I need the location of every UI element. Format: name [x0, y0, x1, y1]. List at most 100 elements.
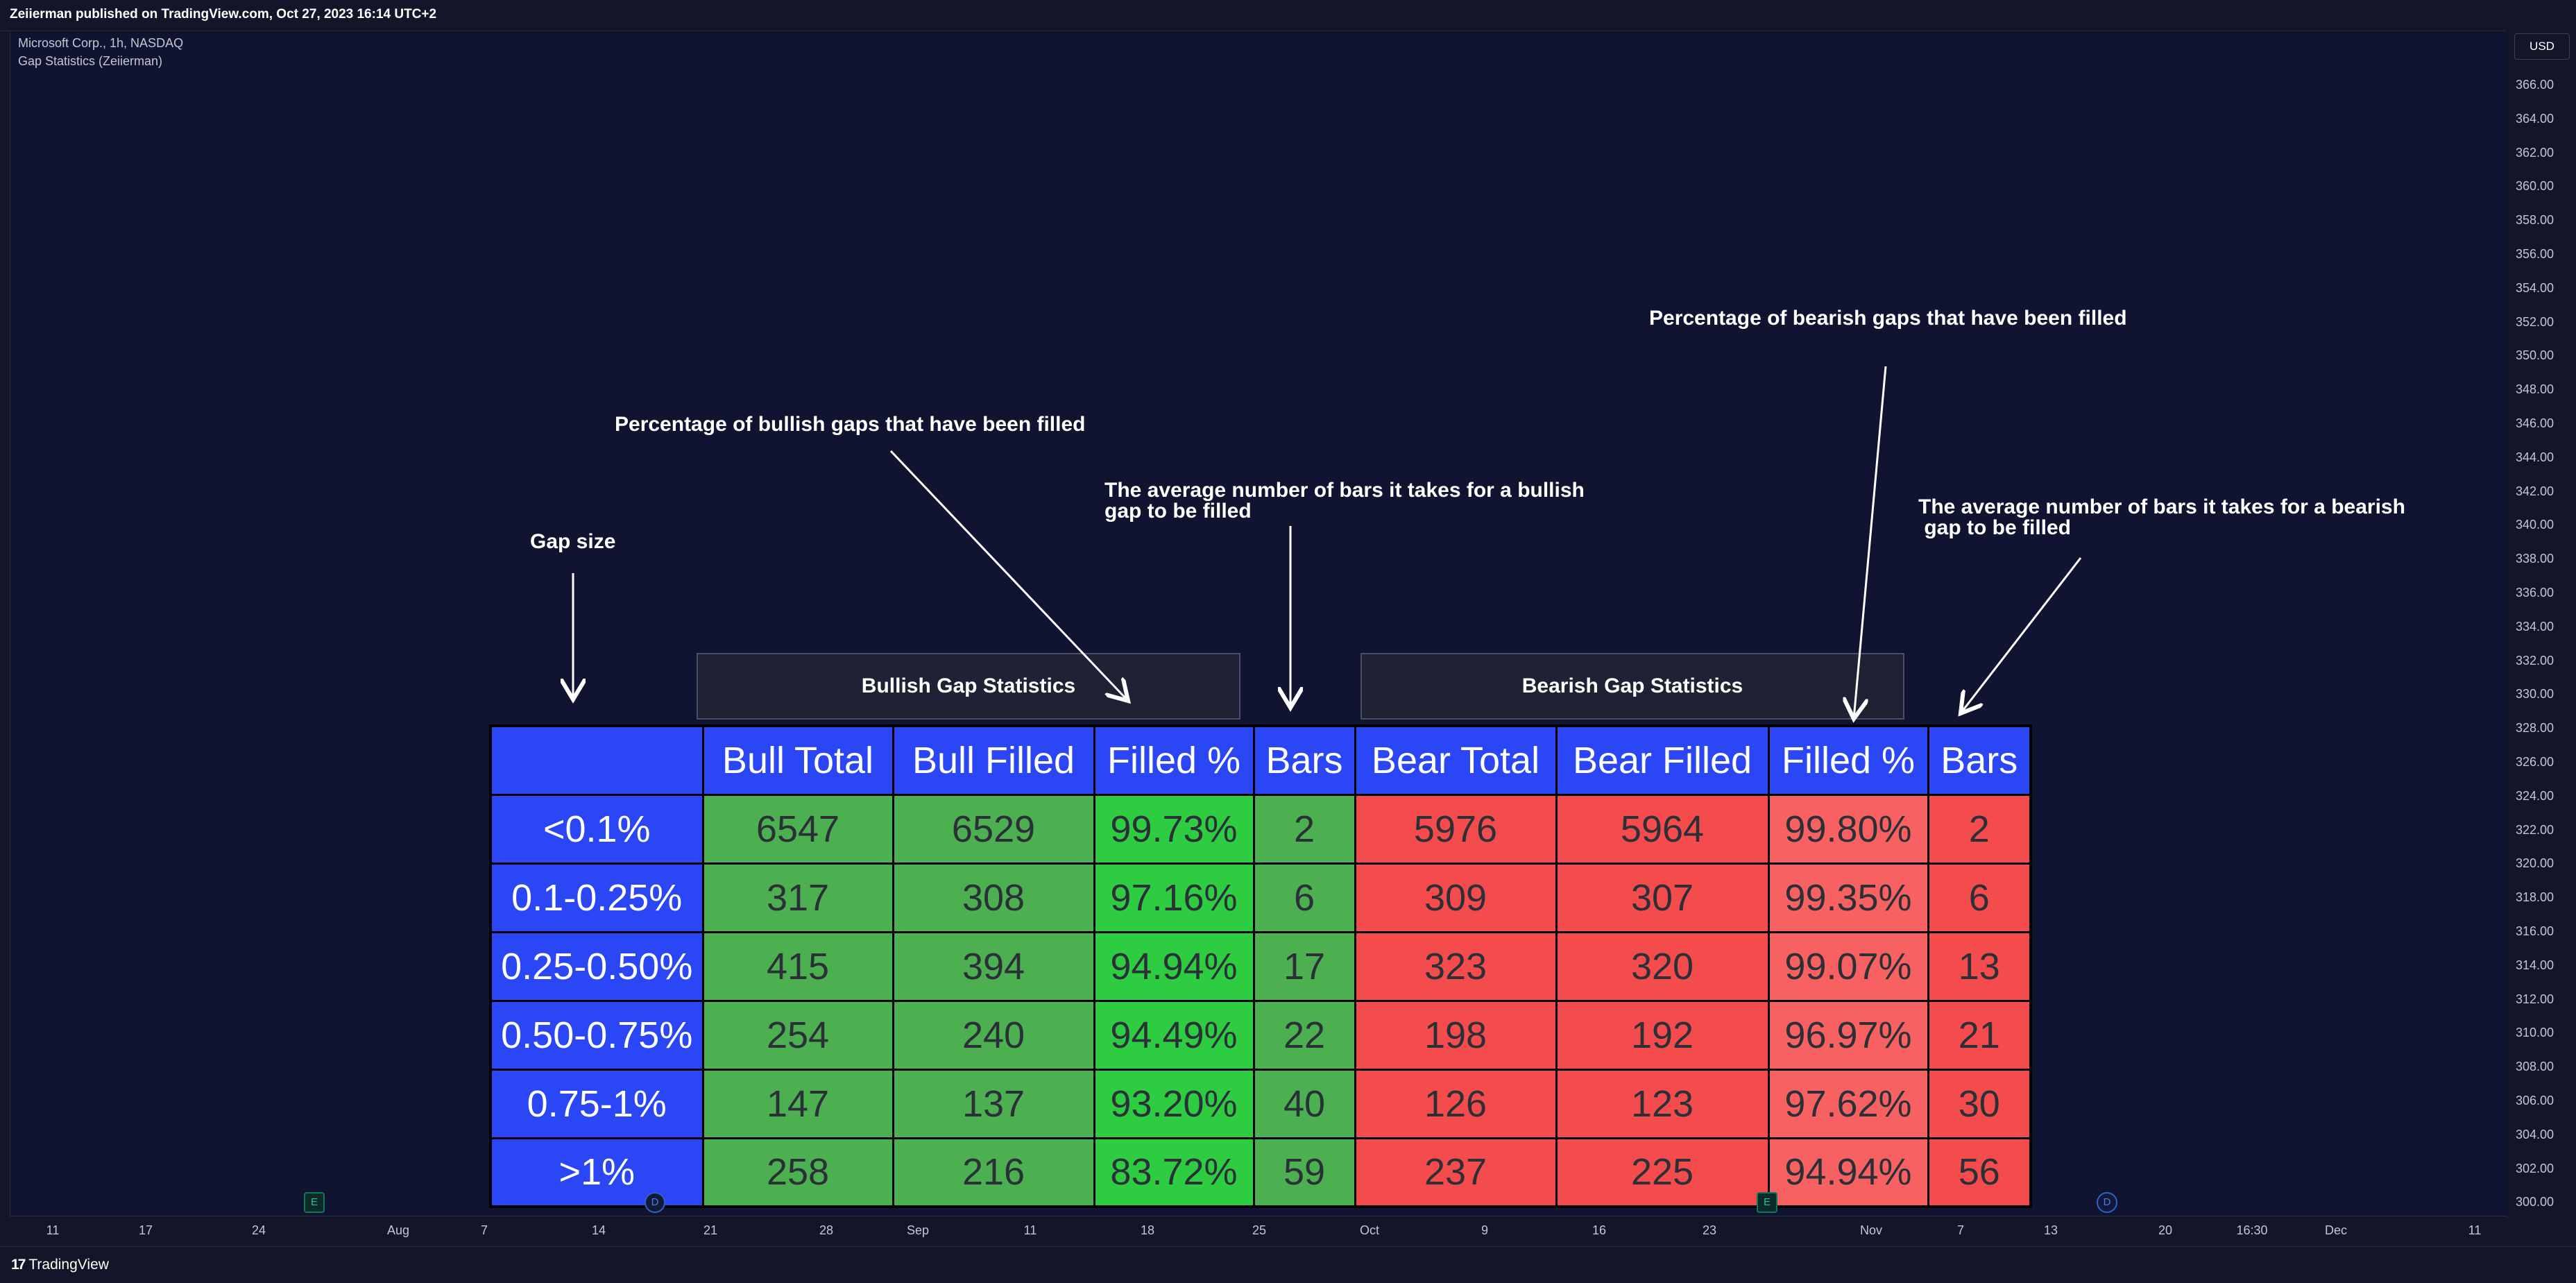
bull-total-cell: 258 — [701, 1137, 894, 1208]
price-tick: 304.00 — [2516, 1127, 2554, 1141]
bear-bars-cell: 56 — [1927, 1137, 2032, 1208]
price-tick: 360.00 — [2516, 179, 2554, 194]
price-tick: 340.00 — [2516, 518, 2554, 532]
price-tick: 324.00 — [2516, 788, 2554, 803]
arrow-bull-pct — [889, 450, 1128, 701]
bull-filled-pct-cell: 94.49% — [1093, 999, 1255, 1071]
price-tick: 314.00 — [2516, 958, 2554, 972]
bear-total-cell: 5976 — [1354, 793, 1558, 865]
tradingview-logo[interactable]: 17 TradingView — [11, 1257, 109, 1273]
bear-total-cell: 309 — [1354, 862, 1558, 933]
price-tick: 332.00 — [2516, 653, 2554, 668]
time-tick: Nov — [1859, 1223, 1883, 1237]
price-tick: 364.00 — [2516, 111, 2554, 126]
bear-filled-cell: 320 — [1555, 931, 1770, 1002]
bear-total-cell: 198 — [1354, 999, 1558, 1071]
bull-filled-cell: 308 — [892, 862, 1095, 933]
bull-total-cell: 254 — [701, 999, 894, 1071]
time-tick: 23 — [1702, 1223, 1717, 1237]
earnings-marker[interactable]: E — [304, 1192, 325, 1213]
time-tick: 20 — [2158, 1223, 2173, 1237]
header-bull-bars: Bars — [1252, 724, 1356, 796]
gap-statistics-table: Bull Total Bull Filled Filled % Bars Bear To… — [489, 724, 2032, 1208]
price-tick: 326.00 — [2516, 755, 2554, 769]
gap-size-cell: 0.75-1% — [489, 1068, 704, 1139]
price-tick: 354.00 — [2516, 280, 2554, 295]
bear-filled-pct-cell: 97.62% — [1767, 1068, 1929, 1139]
arrow-bear-pct — [1854, 366, 1887, 719]
price-tick: 310.00 — [2516, 1026, 2554, 1040]
bear-filled-pct-cell: 99.35% — [1767, 862, 1929, 933]
gap-size-cell: >1% — [489, 1137, 704, 1208]
header-bear-bars: Bars — [1927, 724, 2032, 796]
bull-filled-cell: 6529 — [892, 793, 1095, 865]
price-tick: 318.00 — [2516, 890, 2554, 905]
price-tick: 366.00 — [2516, 78, 2554, 92]
price-tick: 352.00 — [2516, 314, 2554, 329]
time-tick: 11 — [2468, 1223, 2482, 1237]
time-tick: Aug — [386, 1223, 410, 1237]
price-axis[interactable]: 366.00 364.00 362.00 360.00 358.00 356.00 354.… — [2506, 31, 2576, 1216]
earnings-marker[interactable]: E — [1757, 1192, 1777, 1213]
table-row: 0.25-0.50% 415 394 94.94% 17 323 320 99.07% 13 — [489, 931, 2032, 1002]
time-tick: Dec — [2324, 1223, 2348, 1237]
bear-total-cell: 237 — [1354, 1137, 1558, 1208]
price-tick: 306.00 — [2516, 1094, 2554, 1107]
bull-filled-cell: 240 — [892, 999, 1095, 1071]
bull-bars-cell: 17 — [1252, 931, 1356, 1002]
bull-filled-cell: 216 — [892, 1137, 1095, 1208]
bull-total-cell: 415 — [701, 931, 894, 1002]
price-tick: 322.00 — [2516, 822, 2554, 837]
indicator-legend[interactable]: Gap Statistics (Zeiierman) — [18, 54, 163, 68]
price-tick: 358.00 — [2516, 213, 2554, 228]
bull-filled-cell: 394 — [892, 931, 1095, 1002]
gap-size-cell: 0.1-0.25% — [489, 862, 704, 933]
price-tick: 356.00 — [2516, 247, 2554, 261]
footer-bar: 17 TradingView — [0, 1246, 2576, 1283]
annotation-bull-bars: The average number of bars it takes for … — [1104, 479, 1585, 522]
tradingview-logo-icon: 17 — [11, 1257, 26, 1273]
bearish-section-header: Bearish Gap Statistics — [1360, 653, 1904, 720]
bull-bars-cell: 22 — [1252, 999, 1356, 1071]
bear-bars-cell: 30 — [1927, 1068, 2032, 1139]
bullish-section-header: Bullish Gap Statistics — [697, 653, 1240, 720]
bear-filled-pct-cell: 99.80% — [1767, 793, 1929, 865]
time-tick: 16:30 — [2236, 1223, 2268, 1237]
bear-bars-cell: 21 — [1927, 999, 2032, 1071]
time-tick: 24 — [251, 1223, 266, 1237]
bull-total-cell: 6547 — [701, 793, 894, 865]
bull-bars-cell: 6 — [1252, 862, 1356, 933]
time-tick: 11 — [46, 1223, 60, 1237]
price-tick: 316.00 — [2516, 924, 2554, 938]
time-tick: 21 — [703, 1223, 718, 1237]
time-tick: 13 — [2043, 1223, 2058, 1237]
price-tick: 320.00 — [2516, 856, 2554, 871]
bull-total-cell: 147 — [701, 1068, 894, 1139]
time-tick: 7 — [480, 1223, 488, 1237]
price-tick: 350.00 — [2516, 348, 2554, 363]
time-tick: 28 — [819, 1223, 834, 1237]
header-bull-filled: Bull Filled — [892, 724, 1095, 796]
bull-filled-pct-cell: 93.20% — [1093, 1068, 1255, 1139]
price-tick: 334.00 — [2516, 619, 2554, 634]
dividend-marker[interactable]: D — [2097, 1192, 2117, 1213]
currency-button[interactable]: USD — [2514, 33, 2570, 60]
table-row: 0.1-0.25% 317 308 97.16% 6 309 307 99.35% 6 — [489, 862, 2032, 933]
price-tick: 302.00 — [2516, 1161, 2554, 1175]
bull-filled-pct-cell: 97.16% — [1093, 862, 1255, 933]
time-axis[interactable]: 11 17 24 Aug 7 14 21 28 Sep 11 18 25 Oct 9 16 23 Nov 7 13 2… — [10, 1216, 2506, 1247]
price-tick: 312.00 — [2516, 992, 2554, 1006]
bear-filled-pct-cell: 94.94% — [1767, 1137, 1929, 1208]
table-header-row: Bull Total Bull Filled Filled % Bars Bear To… — [489, 724, 2032, 796]
bear-filled-pct-cell: 99.07% — [1767, 931, 1929, 1002]
price-tick: 308.00 — [2516, 1060, 2554, 1074]
gap-size-cell: 0.50-0.75% — [489, 999, 704, 1071]
table-row: >1% 258 216 83.72% 59 237 225 94.94% 56 — [489, 1137, 2032, 1208]
bull-filled-pct-cell: 94.94% — [1093, 931, 1255, 1002]
bear-bars-cell: 13 — [1927, 931, 2032, 1002]
symbol-legend[interactable]: Microsoft Corp., 1h, NASDAQ — [18, 36, 184, 50]
price-tick: 300.00 — [2516, 1195, 2554, 1209]
dividend-marker[interactable]: D — [645, 1192, 665, 1213]
bull-bars-cell: 40 — [1252, 1068, 1356, 1139]
